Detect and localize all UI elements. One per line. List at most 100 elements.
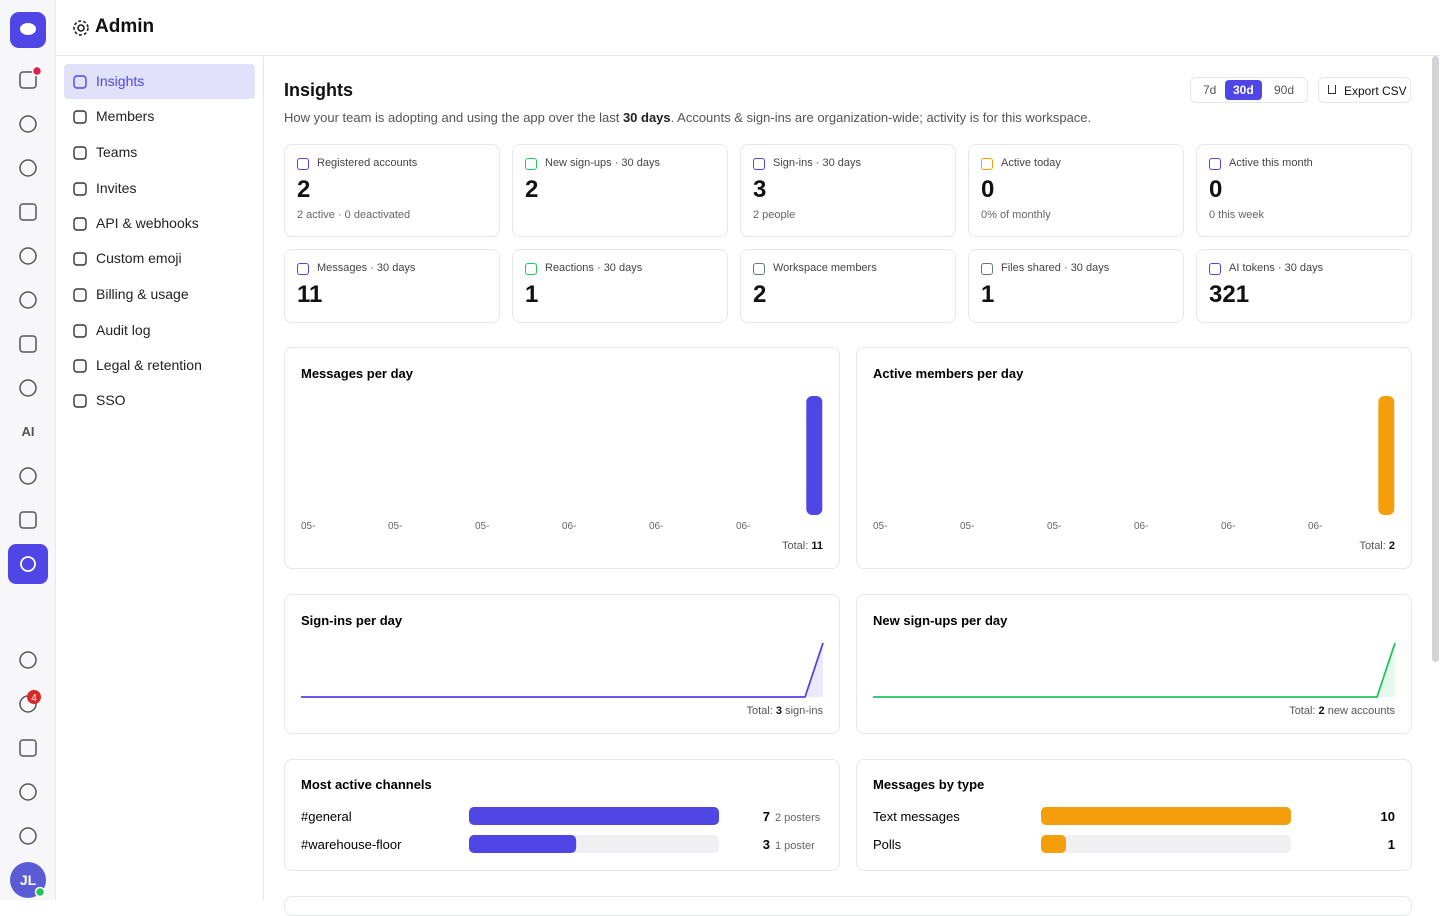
subtitle-part: 30 days <box>622 110 671 125</box>
range-button[interactable]: 7d <box>1203 83 1217 97</box>
rail-icon[interactable] <box>19 739 37 757</box>
stat-card: Files shared · 30 days 1 <box>968 249 1184 323</box>
export-icon <box>1328 85 1336 94</box>
nav-item[interactable]: Audit log <box>64 313 255 348</box>
nav-label: Audit log <box>96 322 151 338</box>
nav-item[interactable]: Members <box>64 99 255 134</box>
stat-note: 0 this week <box>1209 209 1265 221</box>
nav-label: SSO <box>96 392 126 408</box>
badge-count: 4 <box>31 693 37 704</box>
rail-icon[interactable] <box>19 467 37 485</box>
range-button[interactable]: 30d <box>1225 80 1262 100</box>
nav-item[interactable]: Billing & usage <box>64 277 255 312</box>
stat-card: New sign-ups · 30 days 2 <box>512 144 728 237</box>
chart-card <box>856 594 1412 734</box>
stat-card: Active this month 0 0 this week <box>1196 144 1412 237</box>
stat-note: 0% of monthly <box>981 209 1051 221</box>
header-border <box>56 55 1440 56</box>
stat-icon <box>525 158 537 170</box>
nav-icon <box>73 217 87 231</box>
stat-icon <box>297 158 309 170</box>
export-button[interactable]: Export CSV <box>1318 77 1411 103</box>
nav-item[interactable]: SSO <box>64 383 255 418</box>
rail-icon[interactable] <box>19 827 37 845</box>
rail-icon[interactable] <box>19 291 37 309</box>
nav-icon <box>73 110 87 124</box>
nav-icon <box>73 288 87 302</box>
nav-icon <box>73 324 87 338</box>
stat-value: 2 <box>753 281 767 308</box>
range-group: 7d 30d 90d <box>1190 77 1308 103</box>
page-title: Insights <box>284 80 354 100</box>
stat-value: 0 <box>1209 176 1223 203</box>
header-title: Admin <box>95 16 155 37</box>
rail-icon[interactable] <box>19 247 37 265</box>
stat-icon <box>753 158 765 170</box>
chart-card <box>856 347 1412 569</box>
rail-icon[interactable] <box>19 783 37 801</box>
avatar-initials: JL <box>20 872 37 888</box>
presence <box>34 886 46 898</box>
nav-label: Invites <box>96 180 137 196</box>
rail-icon[interactable] <box>19 159 37 177</box>
logo-mark <box>20 23 36 35</box>
rail-icons: AI 4 JL <box>8 12 48 898</box>
nav-item[interactable]: Custom emoji <box>64 241 255 276</box>
stat-card: Sign-ins · 30 days 3 2 people <box>740 144 956 237</box>
unread-dot <box>31 65 43 77</box>
rail-icon[interactable] <box>19 115 37 133</box>
nav-label: Members <box>96 108 155 124</box>
nav-icon <box>73 394 87 408</box>
nav-item[interactable]: Legal & retention <box>64 348 255 383</box>
stat-label: Active this month <box>1229 157 1313 169</box>
stat-card: Registered accounts 2 2 active · 0 deactiv… <box>284 144 500 237</box>
nav-label: Custom emoji <box>96 250 182 266</box>
stat-label: Reactions · 30 days <box>545 262 643 274</box>
stat-value: 3 <box>753 176 767 203</box>
ranking-card <box>856 759 1412 871</box>
nav-icon <box>73 252 87 266</box>
chart-card <box>284 347 840 569</box>
stat-value: 2 <box>525 176 539 203</box>
settings-icon <box>20 556 36 572</box>
rail-icon[interactable] <box>19 335 37 353</box>
stat-card: AI tokens · 30 days 321 <box>1196 249 1412 323</box>
chart-card <box>284 594 840 734</box>
stat-icon <box>981 158 993 170</box>
stat-value: 1 <box>981 281 995 308</box>
nav-icon <box>73 146 87 160</box>
rail-icon[interactable] <box>19 379 37 397</box>
stat-label: Files shared · 30 days <box>1001 262 1110 274</box>
stat-icon <box>1209 158 1221 170</box>
nav-item[interactable]: Insights <box>64 64 255 99</box>
nav-item[interactable]: API & webhooks <box>64 206 255 241</box>
rail-icon[interactable] <box>19 71 37 89</box>
rail-icon[interactable] <box>19 203 37 221</box>
nav-label: Teams <box>96 144 138 160</box>
stat-card: Workspace members 2 <box>740 249 956 323</box>
gear-icon <box>73 20 89 36</box>
rail-icon[interactable] <box>19 651 37 669</box>
ranking-card <box>284 759 840 871</box>
stat-label: New sign-ups · 30 days <box>545 157 660 169</box>
stat-card: Reactions · 30 days 1 <box>512 249 728 323</box>
range-button[interactable]: 90d <box>1274 83 1295 97</box>
nav-item[interactable]: Teams <box>64 135 255 170</box>
nav-label: API & webhooks <box>96 215 199 231</box>
stat-label: Messages · 30 days <box>317 262 416 274</box>
stat-value: 0 <box>981 176 995 203</box>
rail-ai: AI <box>22 424 35 439</box>
nav-item[interactable]: Invites <box>64 171 255 206</box>
sidebar <box>56 55 264 900</box>
stat-label: Sign-ins · 30 days <box>773 157 862 169</box>
subtitle-part: . Accounts & sign-ins are organization-w… <box>670 110 1092 125</box>
rail-icon[interactable] <box>19 511 37 529</box>
nav-label: Insights <box>96 73 145 89</box>
page-subtitle: How your team is adopting and using the … <box>284 110 1091 125</box>
nav-icon <box>73 75 87 89</box>
nav-label: Billing & usage <box>96 286 189 302</box>
stat-icon <box>753 263 765 275</box>
nav-icon <box>73 182 87 196</box>
